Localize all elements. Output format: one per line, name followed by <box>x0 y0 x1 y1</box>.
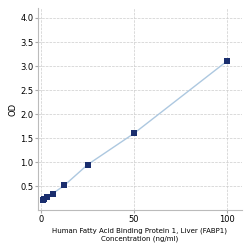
Y-axis label: OD: OD <box>8 103 17 116</box>
X-axis label: Human Fatty Acid Binding Protein 1, Liver (FABP1)
Concentration (ng/ml): Human Fatty Acid Binding Protein 1, Live… <box>52 228 227 242</box>
Point <box>86 163 90 167</box>
Point <box>51 192 55 196</box>
Point <box>41 198 45 202</box>
Point <box>42 197 46 201</box>
Point <box>62 183 66 187</box>
Point <box>45 195 49 199</box>
Point <box>132 132 136 136</box>
Point <box>225 59 229 63</box>
